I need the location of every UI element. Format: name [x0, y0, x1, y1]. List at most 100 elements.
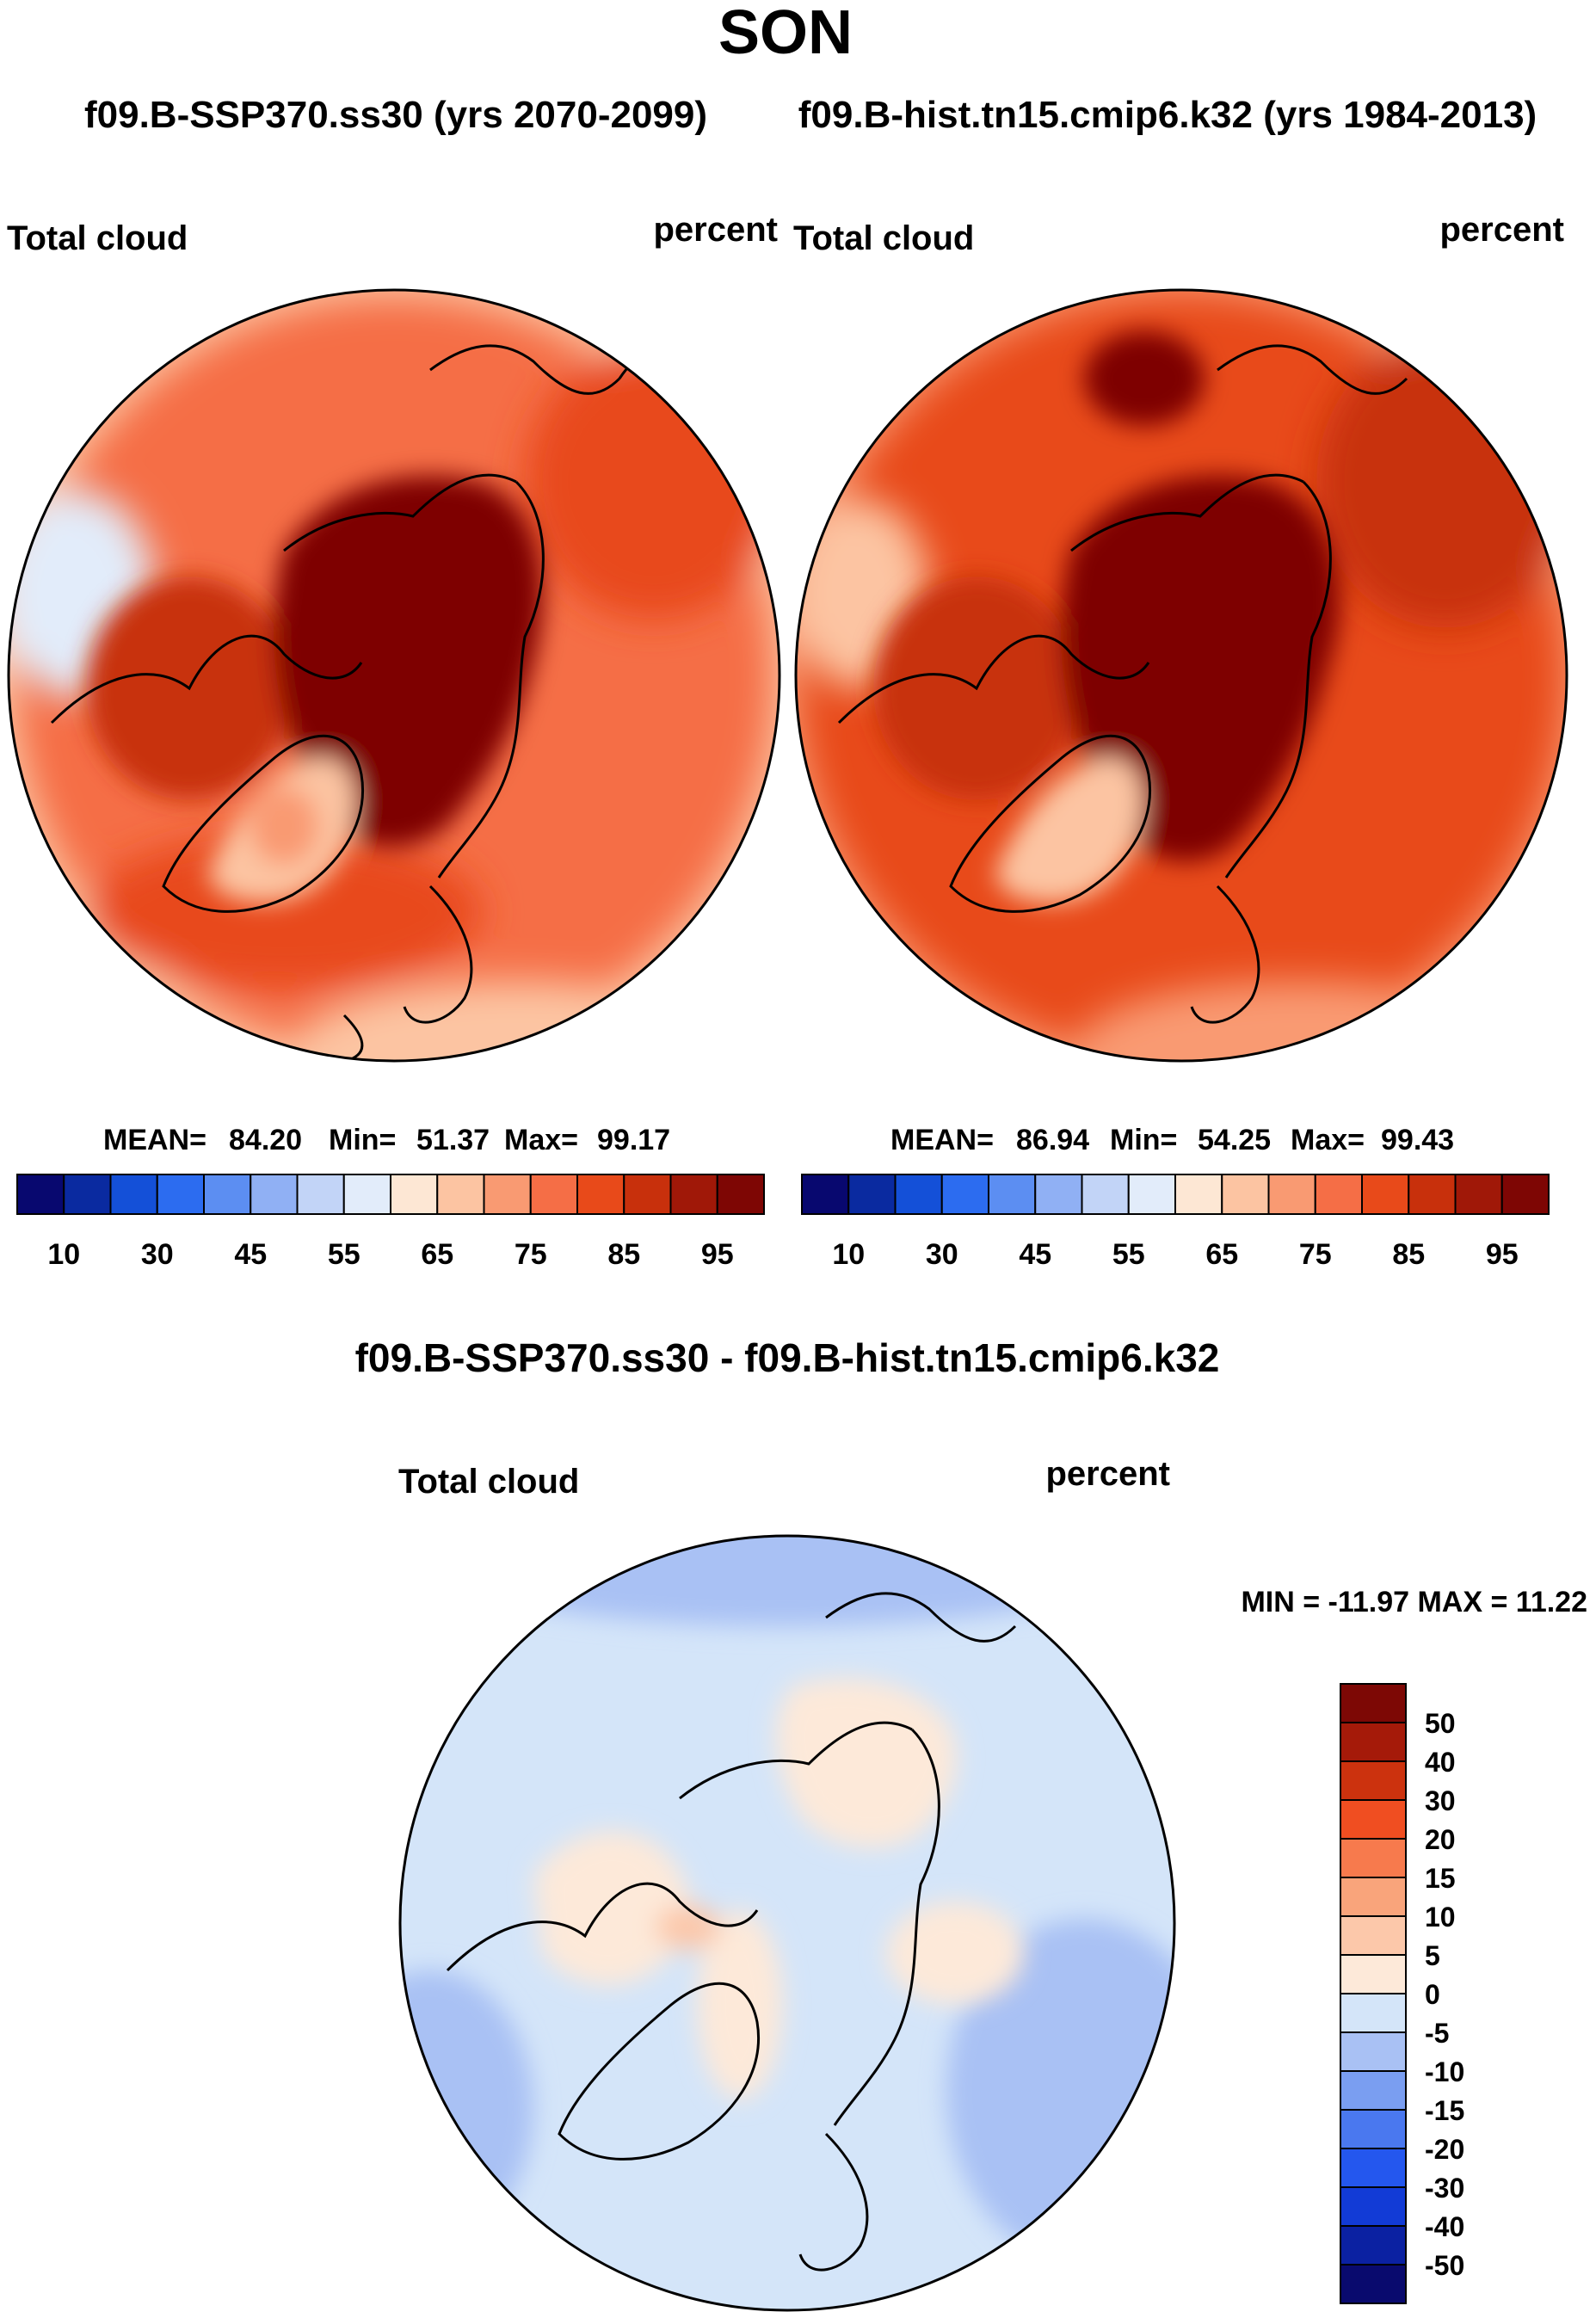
- diff-siberia-increase: [775, 1678, 958, 1848]
- diff-north-decrease-band: [409, 1536, 1166, 1626]
- left-colorbar-box-10: [483, 1174, 532, 1215]
- left-colorbar-box-9: [436, 1174, 485, 1215]
- diff-colorbar-box-14: [1340, 2225, 1407, 2266]
- left-variable-label: Total cloud: [7, 219, 188, 257]
- right-mean-value: 86.94: [1016, 1124, 1089, 1156]
- diff-europe-increase: [886, 1902, 1024, 2005]
- left-colorbar-box-8: [390, 1174, 439, 1215]
- diff-colorbar-tick--30: -30: [1425, 2173, 1464, 2204]
- right-min-label: Min=: [1110, 1124, 1177, 1156]
- diff-colorbar-box-4: [1340, 1838, 1407, 1878]
- diff-colorbar-box-7: [1340, 1954, 1407, 1994]
- diff-colorbar-box-3: [1340, 1799, 1407, 1840]
- right-colorbar-box-7: [1127, 1174, 1176, 1215]
- diff-colorbar-tick-10: 10: [1425, 1902, 1456, 1933]
- diff-colorbar-box-9: [1340, 2031, 1407, 2072]
- diff-colorbar-tick-0: 0: [1425, 1979, 1440, 2010]
- right-siberia-cloud: [1316, 336, 1567, 628]
- diff-colorbar-tick--5: -5: [1425, 2018, 1449, 2049]
- right-mean-label: MEAN=: [890, 1124, 994, 1156]
- right-colorbar-tick-75: 75: [1299, 1238, 1332, 1271]
- diff-colorbar-box-8: [1340, 1993, 1407, 2033]
- diff-variable-label: Total cloud: [398, 1463, 579, 1501]
- diff-colorbar-box-0: [1340, 1683, 1407, 1723]
- diff-panel-title: f09.B-SSP370.ss30 - f09.B-hist.tn15.cmip…: [355, 1335, 1220, 1380]
- diff-greenland-increase: [697, 1910, 783, 2099]
- right-colorbar-tick-95: 95: [1486, 1238, 1519, 1271]
- right-beaufort-max-cloud: [1084, 331, 1205, 426]
- diff-colorbar-tick--40: -40: [1425, 2211, 1464, 2242]
- left-southern-edge: [293, 981, 740, 1061]
- diff-baffin-increase: [656, 1905, 721, 1950]
- left-colorbar-box-6: [296, 1174, 345, 1215]
- diff-colorbar-tick--20: -20: [1425, 2134, 1464, 2165]
- right-colorbar: 10 30 45 55 65 75 85 95: [801, 1174, 1550, 1271]
- right-map-border: [794, 288, 1568, 1063]
- left-max-value: 99.17: [597, 1124, 670, 1156]
- right-colorbar-tick-30: 30: [926, 1238, 958, 1271]
- left-colorbar-tick-10: 10: [47, 1238, 80, 1271]
- left-colorbar-tick-75: 75: [515, 1238, 547, 1271]
- left-colorbar-box-5: [250, 1174, 299, 1215]
- diff-southwest-decrease: [400, 1970, 533, 2246]
- left-greenland-core: [250, 787, 318, 865]
- diff-colorbar-box-15: [1340, 2264, 1407, 2304]
- right-units-label: percent: [1440, 211, 1565, 249]
- left-colorbar-box-0: [16, 1174, 65, 1215]
- right-colorbar-tick-55: 55: [1112, 1238, 1145, 1271]
- diff-colorbar-box-1: [1340, 1722, 1407, 1762]
- left-units-label: percent: [654, 211, 779, 249]
- left-stats: MEAN= 84.20 Min= 51.37 Max= 99.17: [103, 1124, 670, 1156]
- left-atlantic-cloud: [86, 835, 482, 989]
- left-arctic-ocean-max-cloud: [274, 475, 544, 848]
- right-stats: MEAN= 86.94 Min= 54.25 Max= 99.43: [890, 1124, 1454, 1156]
- left-colorbar-box-3: [156, 1174, 205, 1215]
- left-colorbar-box-1: [63, 1174, 112, 1215]
- left-polar-map: [7, 288, 781, 1063]
- left-panel-title: f09.B-SSP370.ss30 (yrs 2070-2099): [84, 94, 707, 136]
- diff-coastlines: [446, 1592, 1017, 2272]
- left-colorbar-box-2: [109, 1174, 158, 1215]
- right-variable-label: Total cloud: [793, 219, 974, 257]
- right-colorbar-box-12: [1361, 1174, 1410, 1215]
- right-colorbar-box-8: [1174, 1174, 1223, 1215]
- diff-colorbar-box-2: [1340, 1760, 1407, 1801]
- diff-colorbar-tick--50: -50: [1425, 2250, 1464, 2281]
- left-colorbar-box-14: [669, 1174, 718, 1215]
- right-max-value: 99.43: [1381, 1124, 1454, 1156]
- diff-units-label: percent: [1046, 1455, 1171, 1493]
- left-colorbar-box-4: [203, 1174, 252, 1215]
- left-colorbar-tick-45: 45: [234, 1238, 267, 1271]
- right-colorbar-box-0: [801, 1174, 850, 1215]
- diff-colorbar-box-11: [1340, 2109, 1407, 2149]
- diff-colorbar-box-13: [1340, 2186, 1407, 2227]
- left-colorbar-tick-55: 55: [328, 1238, 360, 1271]
- right-colorbar-box-4: [988, 1174, 1037, 1215]
- right-colorbar-box-1: [847, 1174, 897, 1215]
- left-colorbar-box-13: [623, 1174, 672, 1215]
- left-coastlines: [50, 344, 673, 1060]
- right-colorbar-box-9: [1221, 1174, 1270, 1215]
- diff-colorbar-box-10: [1340, 2070, 1407, 2111]
- right-colorbar-box-14: [1454, 1174, 1503, 1215]
- right-colorbar-box-6: [1081, 1174, 1130, 1215]
- left-colorbar-box-15: [716, 1174, 765, 1215]
- right-colorbar-box-15: [1500, 1174, 1550, 1215]
- right-colorbar-box-13: [1408, 1174, 1457, 1215]
- right-polar-map: [794, 288, 1568, 1063]
- left-min-value: 51.37: [416, 1124, 490, 1156]
- right-max-label: Max=: [1291, 1124, 1365, 1156]
- right-colorbar-box-2: [894, 1174, 943, 1215]
- right-colorbar-box-3: [940, 1174, 989, 1215]
- right-greenland-low-cloud: [994, 757, 1143, 903]
- left-colorbar-box-11: [529, 1174, 578, 1215]
- left-mean-value: 84.20: [229, 1124, 302, 1156]
- diff-colorbar-tick-15: 15: [1425, 1863, 1456, 1894]
- diff-map-border: [398, 1534, 1176, 2312]
- right-min-value: 54.25: [1198, 1124, 1271, 1156]
- diff-colorbar-box-12: [1340, 2148, 1407, 2188]
- right-colorbar-box-10: [1267, 1174, 1316, 1215]
- right-coastlines: [837, 344, 1408, 1024]
